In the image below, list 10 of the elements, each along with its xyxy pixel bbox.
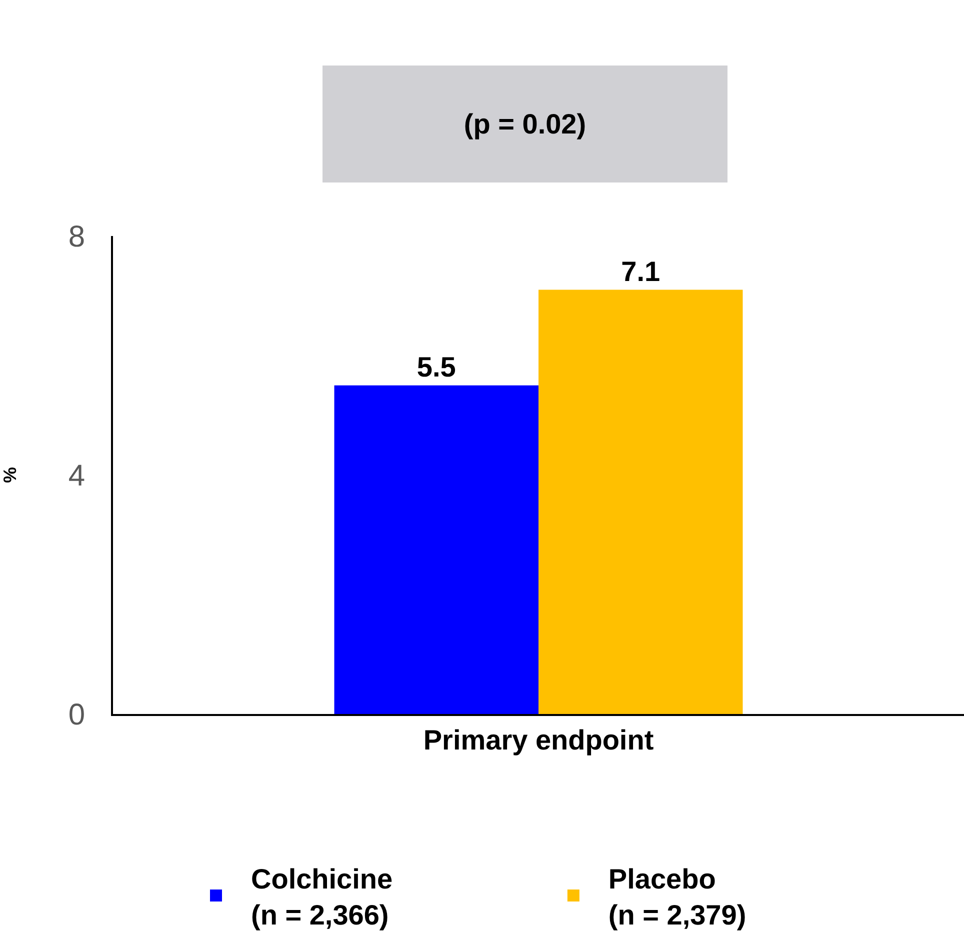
x-tick-label: Primary endpoint	[423, 724, 654, 756]
text: (p = 0.02)	[464, 108, 586, 140]
y-tick-label: 0	[68, 698, 85, 732]
y-tick-label: 8	[68, 220, 85, 254]
y-tick-label: 4	[68, 460, 85, 492]
legend-label: Colchicine (n = 2,366)	[251, 863, 393, 931]
y-axis-title: %	[0, 466, 20, 484]
data-label: 5.5	[416, 351, 456, 382]
data-label: 7.1	[621, 256, 660, 287]
legend-label: Placebo (n = 2,379)	[608, 863, 746, 931]
